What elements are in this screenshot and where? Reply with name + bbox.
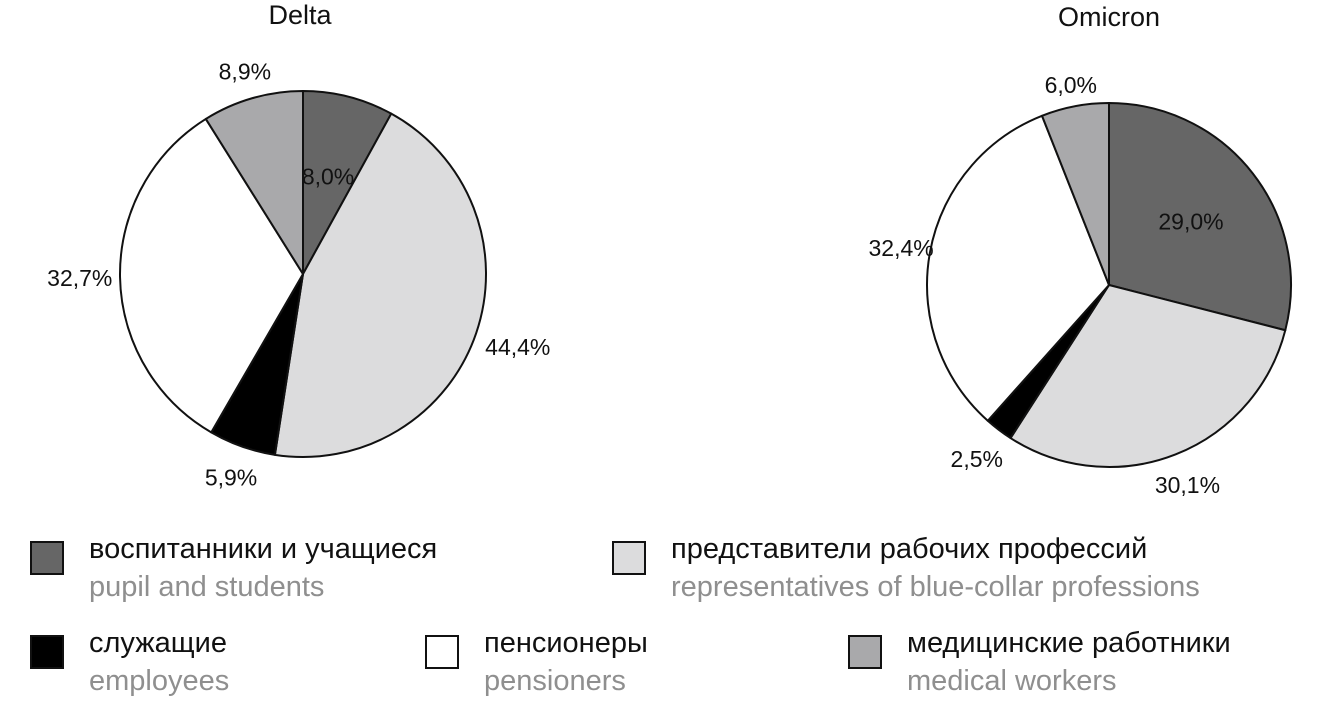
legend-swatch-pupils bbox=[30, 541, 64, 575]
delta-pie-chart: Delta 8,0% 44,4% 5,9% 32,7% 8,9% bbox=[47, 0, 550, 491]
legend-item-employees: служащие employees bbox=[30, 624, 229, 700]
legend-label-ru: представители рабочих профессий bbox=[671, 533, 1148, 565]
pie-slice-pupils bbox=[302, 90, 393, 275]
omicron-pie-chart: Omicron 29,0% 30,1% 2,5% 32,4% 6,0% bbox=[869, 2, 1292, 498]
slice-label-medical: 8,9% bbox=[219, 59, 271, 85]
pie-slice-medical bbox=[1041, 102, 1110, 286]
legend-swatch-medical bbox=[848, 635, 882, 669]
legend-label-ru: медицинские работники bbox=[907, 627, 1231, 659]
pie-slice-pupils bbox=[1108, 102, 1292, 332]
delta-chart-title: Delta bbox=[268, 0, 332, 30]
pie-slice-medical bbox=[204, 90, 304, 275]
legend-label-en: representatives of blue-collar professio… bbox=[671, 571, 1200, 603]
legend-swatch-employees bbox=[30, 635, 64, 669]
legend-item-pensioners: пенсионеры pensioners bbox=[425, 624, 648, 700]
pie-slice-pensioners bbox=[119, 117, 304, 434]
slice-label-workers: 44,4% bbox=[485, 334, 550, 360]
legend-label-en: employees bbox=[89, 665, 230, 697]
slice-label-employees: 2,5% bbox=[951, 446, 1003, 472]
legend-label-ru: служащие bbox=[89, 627, 227, 659]
legend-swatch-pensioners bbox=[425, 635, 459, 669]
pie-slice-workers bbox=[273, 112, 487, 458]
legend-label-ru: пенсионеры bbox=[484, 627, 648, 659]
legend-item-pupils: воспитанники и учащиеся pupil and studen… bbox=[30, 530, 437, 606]
pie-slice-pensioners bbox=[926, 114, 1110, 422]
legend-item-medical: медицинские работники medical workers bbox=[848, 624, 1231, 700]
legend-label-ru: воспитанники и учащиеся bbox=[89, 533, 438, 565]
slice-label-pupils: 29,0% bbox=[1158, 208, 1223, 234]
slice-label-workers: 30,1% bbox=[1155, 472, 1220, 498]
omicron-chart-title: Omicron bbox=[1058, 2, 1160, 32]
slice-label-pensioners: 32,7% bbox=[47, 265, 112, 291]
slice-label-medical: 6,0% bbox=[1045, 72, 1097, 98]
legend-label-en: pupil and students bbox=[89, 571, 325, 603]
slice-label-pensioners: 32,4% bbox=[869, 235, 934, 261]
slice-label-pupils: 8,0% bbox=[302, 164, 354, 190]
legend-swatch-workers bbox=[612, 541, 646, 575]
legend-label-en: medical workers bbox=[907, 665, 1117, 697]
pie-slice-workers bbox=[1009, 284, 1287, 468]
legend-label-en: pensioners bbox=[484, 665, 626, 697]
legend-item-workers: представители рабочих профессий represen… bbox=[612, 530, 1200, 606]
slice-label-employees: 5,9% bbox=[205, 465, 257, 491]
